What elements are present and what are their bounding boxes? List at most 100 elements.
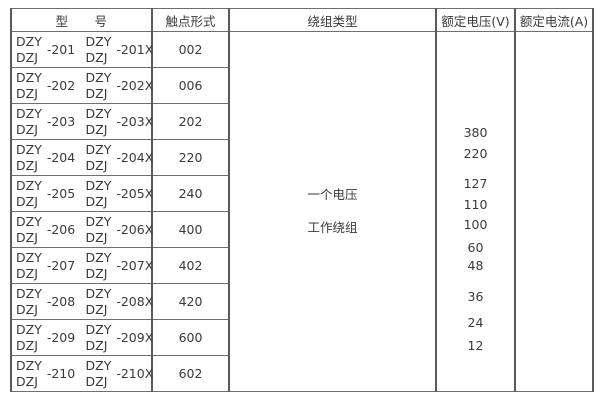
header-rated-current: 额定电流(A) (514, 8, 594, 32)
model-pair-variant: DZY DZJ -205X (82, 178, 154, 209)
model-pair-variant: DZY DZJ -203X (82, 106, 154, 137)
relay-spec-table: 型 号 触点形式 绕组类型 额定电压(V) 额定电流(A) DZY DZJ -201… (10, 8, 594, 392)
model-base-suffix: -204 (46, 150, 76, 165)
model-cell: DZY DZJ -208 DZY DZJ -208X (10, 283, 154, 320)
rated-voltage-item: 48 (467, 258, 484, 273)
model-variant-suffix: -209X (116, 330, 154, 345)
model-base-bottom: DZJ (16, 49, 38, 65)
rated-voltage-item: 110 (463, 196, 488, 212)
model-variant-top: DZY (85, 106, 112, 122)
contact-form-cell: 420 (151, 283, 230, 320)
model-base-bottom: DZJ (16, 85, 38, 101)
model-cell: DZY DZJ -207 DZY DZJ -207X (10, 247, 153, 284)
winding-type-cell: 一个电压 工作绕组 (228, 31, 437, 392)
rated-voltage-item: 220 (463, 145, 488, 161)
model-cell: DZY DZJ -202 DZY DZJ -202X (10, 67, 154, 104)
model-cell: DZY DZJ -209 DZY DZJ -209X (10, 319, 154, 356)
model-pair-variant: DZY DZJ -206X (82, 214, 154, 245)
model-variant-suffix: -210X (116, 366, 154, 381)
model-variant-bottom: DZJ (85, 337, 108, 353)
model-pair-variant: DZY DZJ -208X (82, 286, 154, 317)
rated-voltage-item: 12 (467, 337, 484, 353)
model-base-top: DZY (16, 142, 42, 158)
contact-form-cell: 600 (151, 319, 230, 356)
model-base-top: DZY (16, 286, 42, 302)
model-pair-base: DZY DZJ -206 (12, 214, 82, 245)
rated-voltage-item: 380 (463, 125, 488, 140)
model-base-bottom: DZJ (16, 121, 38, 137)
model-cell: DZY DZJ -203 DZY DZJ -203X (10, 103, 154, 140)
model-pair-variant: DZY DZJ -210X (82, 358, 154, 389)
header-model-right: 号 (94, 13, 108, 29)
model-pair-variant: DZY DZJ -202X (82, 70, 154, 101)
model-pair-base: DZY DZJ -209 (12, 322, 82, 353)
model-cell: DZY DZJ -205 DZY DZJ -205X (10, 175, 154, 212)
model-variant-bottom: DZJ (85, 49, 108, 65)
model-base-bottom: DZJ (16, 265, 38, 281)
model-pair-base: DZY DZJ -207 (12, 250, 82, 281)
table-row: DZY DZJ -202 DZY DZJ -202X 006 (10, 67, 593, 104)
rated-voltage-cell: 380 220 127 110 100 60 48 36 24 12 (435, 31, 516, 392)
model-pair-base: DZY DZJ -201 (12, 34, 82, 65)
model-variant-suffix: -202X (116, 78, 154, 93)
model-base-suffix: -206 (46, 222, 76, 237)
winding-type-line: 工作绕组 (307, 219, 358, 235)
model-variant-suffix: -203X (116, 114, 154, 129)
header-winding-type: 绕组类型 (228, 8, 437, 32)
model-variant-bottom: DZJ (85, 229, 108, 245)
model-base-suffix: -202 (46, 78, 76, 93)
model-cell: DZY DZJ -204 DZY DZJ -204X (10, 139, 154, 176)
header-rated-voltage: 额定电压(V) (435, 8, 516, 32)
contact-form-cell: 002 (151, 31, 230, 68)
table-row: DZY DZJ -208 DZY DZJ -208X 420 (10, 283, 593, 320)
header-contact-form: 触点形式 (151, 8, 230, 32)
model-variant-top: DZY (85, 178, 112, 194)
model-cell: DZY DZJ -206 DZY DZJ -206X (10, 211, 154, 248)
table-row: DZY DZJ -209 DZY DZJ -209X 600 (10, 319, 593, 356)
table-row: DZY DZJ -206 DZY DZJ -206X 400 (10, 211, 593, 248)
table-row: DZY DZJ -201 DZY DZJ -201X 002 一个电压 工作绕组 380 220 12… (10, 31, 594, 392)
model-base-top: DZY (16, 70, 42, 86)
model-base-bottom: DZJ (16, 301, 38, 317)
table-row: DZY DZJ -210 DZY DZJ -210X 602 (10, 355, 593, 392)
model-variant-top: DZY (85, 214, 112, 230)
model-pair-base: DZY DZJ -205 (12, 178, 82, 209)
model-variant-suffix: -205X (116, 186, 154, 201)
contact-form-cell: 202 (151, 103, 230, 140)
model-pair-base: DZY DZJ -208 (12, 286, 82, 317)
header-model: 型 号 (10, 8, 153, 32)
rated-voltage-item: 100 (463, 217, 488, 232)
model-variant-top: DZY (85, 70, 112, 86)
model-base-suffix: -205 (46, 186, 76, 201)
table-header-row: 型 号 触点形式 绕组类型 额定电压(V) 额定电流(A) (10, 8, 594, 32)
model-base-top: DZY (16, 34, 42, 50)
model-base-bottom: DZJ (16, 157, 38, 173)
model-variant-top: DZY (85, 286, 112, 302)
model-variant-top: DZY (85, 358, 112, 374)
model-pair-base: DZY DZJ -204 (12, 142, 82, 173)
model-base-bottom: DZJ (16, 229, 38, 245)
contact-form-cell: 006 (151, 67, 230, 104)
model-variant-bottom: DZJ (85, 193, 108, 209)
model-variant-suffix: -208X (116, 294, 154, 309)
model-base-top: DZY (16, 358, 42, 374)
rated-current-cell (514, 31, 594, 392)
contact-form-cell: 402 (151, 247, 230, 284)
model-variant-bottom: DZJ (85, 301, 108, 317)
model-base-suffix: -203 (46, 114, 76, 129)
model-variant-suffix: -201X (116, 42, 154, 57)
model-base-suffix: -208 (46, 294, 76, 309)
contact-form-cell: 220 (151, 139, 230, 176)
model-variant-bottom: DZJ (85, 121, 108, 137)
model-pair-variant: DZY DZJ -204X (82, 142, 154, 173)
model-base-bottom: DZJ (16, 373, 38, 389)
model-pair-base: DZY DZJ -203 (12, 106, 82, 137)
model-base-top: DZY (16, 322, 42, 338)
contact-form-cell: 400 (151, 211, 230, 248)
model-cell: DZY DZJ -210 DZY DZJ -210X (10, 355, 154, 392)
model-variant-top: DZY (85, 250, 112, 266)
model-pair-base: DZY DZJ -202 (12, 70, 82, 101)
model-variant-top: DZY (85, 322, 112, 338)
model-base-top: DZY (16, 106, 42, 122)
model-pair-variant: DZY DZJ -201X (82, 34, 154, 65)
